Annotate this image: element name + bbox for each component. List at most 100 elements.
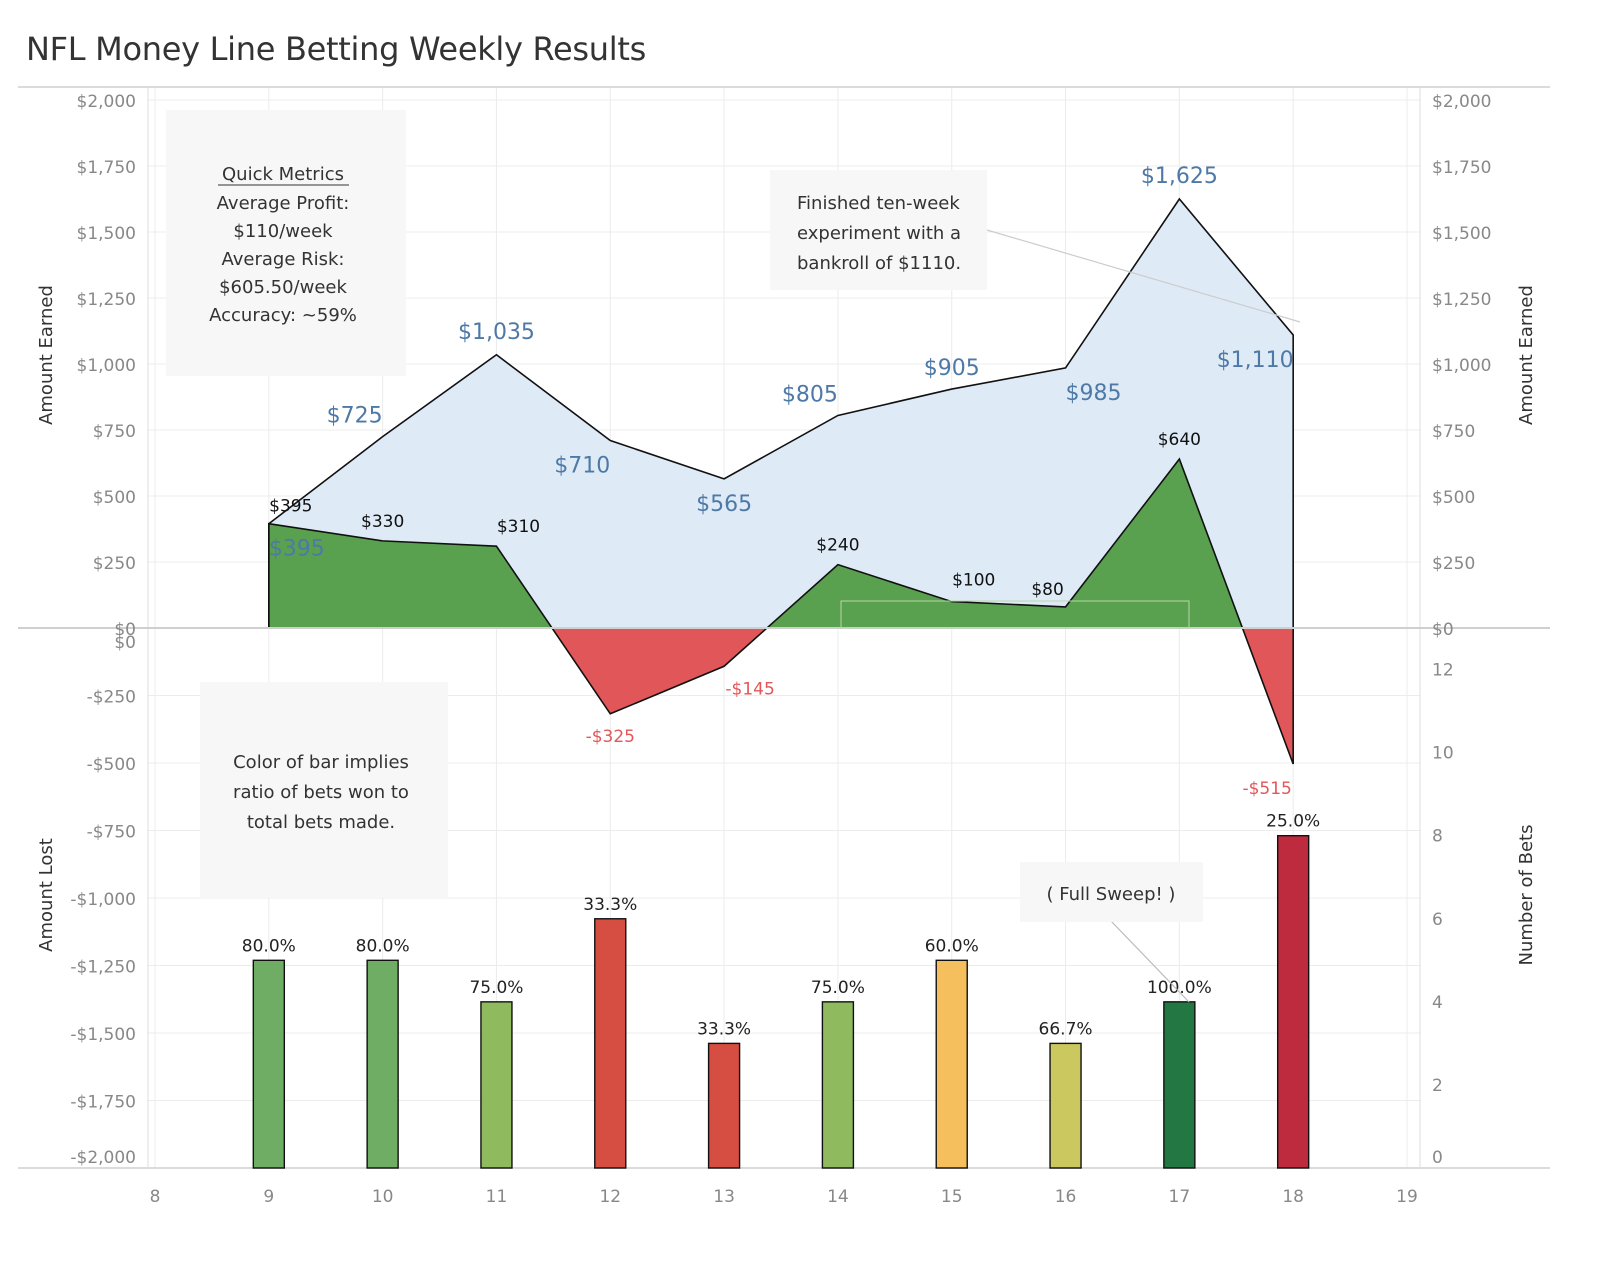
page-title: NFL Money Line Betting Weekly Results bbox=[26, 30, 646, 68]
y-tick-earned-right: $2,000 bbox=[1432, 92, 1491, 112]
y-tick-earned-right: $1,750 bbox=[1432, 158, 1491, 178]
metrics-box bbox=[166, 110, 406, 376]
sweep-pointer bbox=[1109, 919, 1190, 1003]
experiment-pointer bbox=[986, 229, 1301, 323]
y-tick-lost: -$1,500 bbox=[70, 1025, 136, 1045]
sweep-box bbox=[1020, 862, 1203, 922]
x-tick: 11 bbox=[486, 1187, 508, 1207]
weekly-value-label: -$145 bbox=[725, 679, 774, 699]
cumulative-value-label: $395 bbox=[269, 537, 325, 562]
y-axis-title-earned-right: Amount Earned bbox=[1516, 285, 1537, 425]
bet-bar bbox=[1163, 1001, 1196, 1169]
weekly-value-label: -$515 bbox=[1242, 779, 1291, 799]
weekly-value-label: $395 bbox=[269, 497, 312, 517]
color-note-line: total bets made. bbox=[247, 812, 395, 833]
y-tick-lost: -$500 bbox=[87, 755, 136, 775]
cumulative-value-label: $905 bbox=[924, 356, 980, 381]
y-tick-earned: $500 bbox=[93, 488, 136, 508]
experiment-box bbox=[770, 170, 987, 290]
y-tick-bets: 10 bbox=[1432, 744, 1454, 764]
y-tick-bets: 8 bbox=[1432, 827, 1443, 847]
bar-pct-label: 33.3% bbox=[697, 1019, 751, 1039]
y-axis-title-lost: Amount Lost bbox=[36, 838, 57, 952]
cumulative-value-label: $725 bbox=[327, 404, 383, 429]
x-tick: 10 bbox=[372, 1187, 394, 1207]
x-tick: 16 bbox=[1055, 1187, 1077, 1207]
metrics-heading: Quick Metrics bbox=[222, 164, 344, 185]
y-tick-lost: -$750 bbox=[87, 823, 136, 843]
cumulative-value-label: $1,035 bbox=[458, 320, 535, 345]
metrics-line: Accuracy: ~59% bbox=[209, 305, 357, 326]
y-tick-earned-right: $1,500 bbox=[1432, 224, 1491, 244]
y-tick-bets: 0 bbox=[1432, 1148, 1443, 1168]
experiment-line: experiment with a bbox=[797, 223, 961, 244]
weekly-value-label: -$325 bbox=[586, 727, 635, 747]
y-tick-earned: $0 bbox=[114, 620, 136, 640]
y-tick-earned: $1,250 bbox=[77, 290, 136, 310]
cumulative-area bbox=[268, 199, 1294, 628]
weekly-line bbox=[268, 457, 1294, 765]
cumulative-value-label: $1,625 bbox=[1141, 164, 1218, 189]
cumulative-value-label: $1,110 bbox=[1217, 348, 1294, 373]
y-tick-earned-right: $1,000 bbox=[1432, 356, 1491, 376]
bet-bar bbox=[821, 1001, 855, 1169]
weekly-value-label: $80 bbox=[1031, 580, 1063, 600]
y-tick-earned-right: $0 bbox=[1432, 620, 1454, 640]
y-tick-earned: $1,500 bbox=[77, 224, 136, 244]
y-tick-lost: -$1,750 bbox=[70, 1093, 136, 1113]
y-tick-bets: 4 bbox=[1432, 993, 1443, 1013]
metrics-line: Average Risk: bbox=[221, 249, 344, 270]
y-tick-earned-right: $1,250 bbox=[1432, 290, 1491, 310]
cumulative-line bbox=[268, 197, 1294, 628]
cumulative-value-label: $805 bbox=[782, 382, 838, 407]
y-tick-bets: 6 bbox=[1432, 910, 1443, 930]
bet-bar bbox=[366, 959, 399, 1169]
weekly-value-label: $240 bbox=[816, 536, 859, 556]
y-tick-bets: 2 bbox=[1432, 1076, 1443, 1096]
x-tick: 19 bbox=[1396, 1187, 1418, 1207]
x-tick: 17 bbox=[1169, 1187, 1191, 1207]
y-tick-earned: $1,000 bbox=[77, 356, 136, 376]
bar-pct-label: 25.0% bbox=[1266, 812, 1320, 832]
y-tick-earned: $250 bbox=[93, 554, 136, 574]
weekly-value-label: $100 bbox=[952, 571, 995, 591]
x-tick: 14 bbox=[827, 1187, 849, 1207]
bet-bar bbox=[707, 1042, 741, 1169]
y-tick-earned: $1,750 bbox=[77, 158, 136, 178]
color-note-line: Color of bar implies bbox=[233, 752, 409, 773]
cumulative-value-label: $710 bbox=[554, 454, 610, 479]
y-tick-bets: 12 bbox=[1432, 661, 1454, 681]
sweep-text: ( Full Sweep! ) bbox=[1047, 884, 1176, 905]
x-tick: 8 bbox=[150, 1187, 161, 1207]
metrics-line: Average Profit: bbox=[217, 193, 350, 214]
highlight-box bbox=[840, 600, 1190, 629]
bar-pct-label: 80.0% bbox=[356, 936, 410, 956]
bet-bar bbox=[594, 918, 627, 1169]
weekly-value-label: $310 bbox=[497, 517, 540, 537]
bar-pct-label: 60.0% bbox=[925, 936, 979, 956]
cumulative-value-label: $985 bbox=[1066, 381, 1122, 406]
y-axis-title-bets: Number of Bets bbox=[1516, 825, 1537, 966]
bar-pct-label: 33.3% bbox=[583, 895, 637, 915]
bet-bar bbox=[1049, 1042, 1082, 1169]
x-tick: 13 bbox=[713, 1187, 735, 1207]
y-tick-earned-right: $250 bbox=[1432, 554, 1475, 574]
experiment-line: Finished ten-week bbox=[797, 193, 960, 214]
x-tick: 18 bbox=[1282, 1187, 1304, 1207]
color-note-box bbox=[200, 682, 448, 898]
y-tick-lost: -$2,000 bbox=[70, 1148, 136, 1168]
x-tick: 9 bbox=[263, 1187, 274, 1207]
bet-bar bbox=[252, 959, 286, 1169]
weekly-value-label: $640 bbox=[1158, 430, 1201, 450]
bar-pct-label: 66.7% bbox=[1039, 1019, 1093, 1039]
metrics-line: $110/week bbox=[233, 221, 333, 242]
weekly-value-label: $330 bbox=[361, 512, 404, 532]
y-tick-lost: -$1,000 bbox=[70, 890, 136, 910]
y-axis-title-earned: Amount Earned bbox=[36, 285, 57, 425]
y-tick-lost: -$250 bbox=[87, 688, 136, 708]
bar-pct-label: 75.0% bbox=[811, 978, 865, 998]
x-tick: 12 bbox=[599, 1187, 621, 1207]
bar-pct-label: 80.0% bbox=[242, 936, 296, 956]
weekly-gain-area bbox=[268, 523, 553, 628]
